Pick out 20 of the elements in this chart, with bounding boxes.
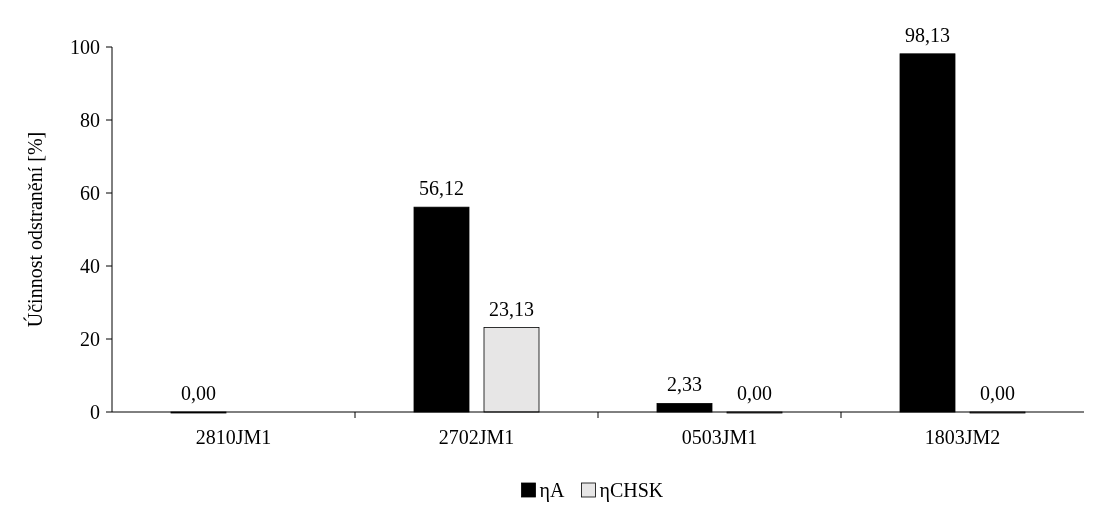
y-tick-label: 100 — [70, 36, 100, 58]
legend-label: ηA — [539, 479, 565, 502]
data-label: 0,00 — [181, 382, 216, 404]
y-tick-label: 60 — [80, 182, 100, 204]
y-tick-label: 20 — [80, 328, 100, 350]
y-tick-label: 40 — [80, 255, 100, 277]
y-tick-label: 0 — [90, 401, 100, 423]
y-tick-label: 80 — [80, 109, 100, 131]
data-label: 23,13 — [489, 297, 534, 320]
data-label: 0,00 — [980, 382, 1015, 404]
data-label: 56,12 — [419, 177, 464, 200]
x-tick-label: 2702JM1 — [438, 426, 515, 448]
y-axis-title: Účinnost odstranění [%] — [23, 131, 46, 328]
data-label: 2,33 — [667, 373, 702, 396]
data-label: 0,00 — [737, 382, 772, 404]
x-tick-label: 2810JM1 — [195, 426, 272, 448]
legend-label: ηCHSK — [599, 479, 664, 502]
x-tick-label: 0503JM1 — [681, 426, 758, 448]
data-label: 98,13 — [905, 23, 950, 46]
x-tick-label: 1803JM2 — [924, 426, 1001, 448]
